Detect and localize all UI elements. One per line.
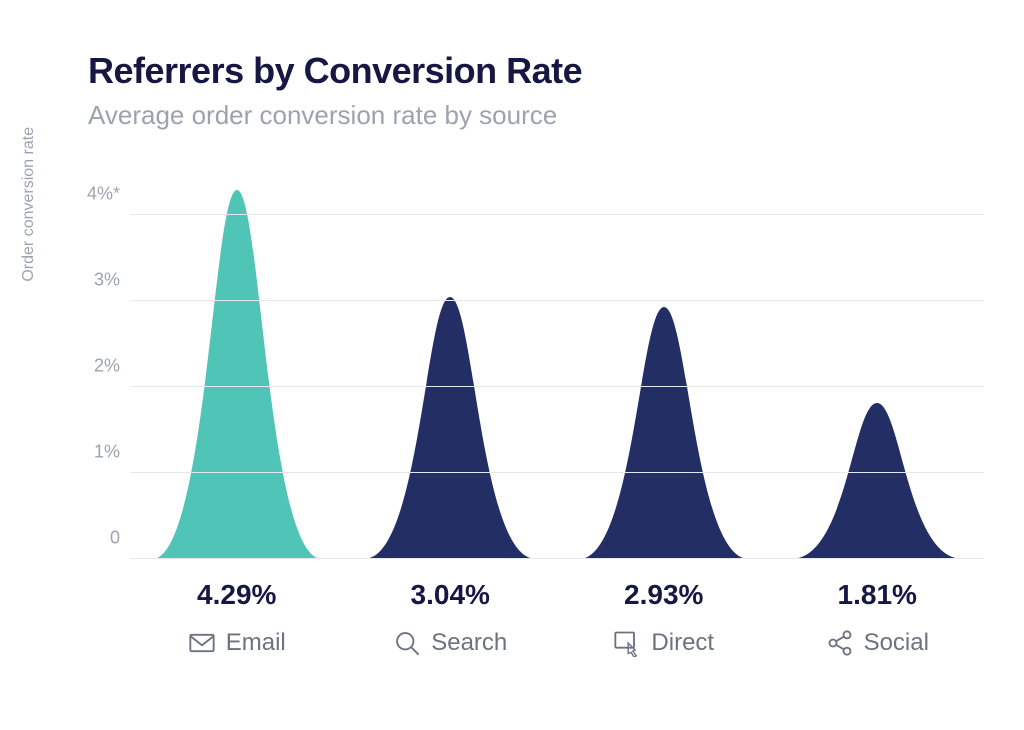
value-email: 4.29% [130,579,344,611]
y-tick: 3% [94,269,120,290]
chart-plot-area: Order conversion rate 01%2%3%4%* [40,159,984,559]
share-icon [826,629,854,657]
category-label: Search [431,629,507,657]
y-tick: 1% [94,441,120,462]
chart-subtitle: Average order conversion rate by source [88,100,984,131]
category-label: Social [864,629,929,657]
direct-icon [613,629,641,657]
y-axis-label: Order conversion rate [20,127,38,282]
category-email: Email [130,629,344,657]
value-search: 3.04% [344,579,558,611]
gridline [130,472,984,473]
gridline [130,214,984,215]
category-label: Direct [651,629,714,657]
y-tick: 4%* [87,183,120,204]
hump-email [152,190,322,559]
hump-social [792,403,962,559]
chart-title: Referrers by Conversion Rate [88,50,984,92]
category-direct: Direct [557,629,771,657]
hump-search [365,297,535,559]
mail-icon [188,629,216,657]
y-axis: 0 1% 2% 3% 4%* [40,159,130,559]
hump-direct [579,307,749,559]
gridline [130,300,984,301]
value-direct: 2.93% [557,579,771,611]
y-tick: 2% [94,355,120,376]
values-row: 4.29%3.04%2.93%1.81% [130,579,984,611]
chart-container: Referrers by Conversion Rate Average ord… [0,0,1024,697]
gridline [130,558,984,559]
value-label: 3.04% [344,579,558,611]
humps-layer [130,159,984,559]
category-search: Search [344,629,558,657]
gridline [130,386,984,387]
value-label: 2.93% [557,579,771,611]
search-icon [393,629,421,657]
y-tick: 0 [110,528,120,549]
plot [130,159,984,559]
categories-row: Email Search Direct Social [130,629,984,657]
value-social: 1.81% [771,579,985,611]
value-label: 4.29% [130,579,344,611]
value-label: 1.81% [771,579,985,611]
category-social: Social [771,629,985,657]
category-label: Email [226,629,286,657]
